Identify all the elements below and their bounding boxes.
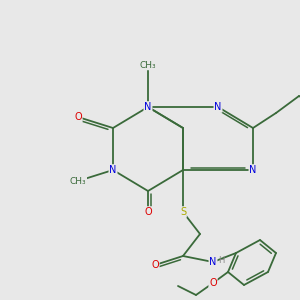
Text: O: O [74,112,82,122]
Text: N: N [209,257,217,267]
Text: N: N [109,165,117,175]
Text: O: O [209,278,217,288]
Text: O: O [151,260,159,270]
Text: CH₃: CH₃ [70,176,86,185]
Text: N: N [249,165,257,175]
Text: H: H [218,256,225,265]
Text: O: O [144,207,152,217]
Text: N: N [214,102,222,112]
Text: S: S [180,207,186,217]
Text: CH₃: CH₃ [140,61,156,70]
Text: N: N [144,102,152,112]
